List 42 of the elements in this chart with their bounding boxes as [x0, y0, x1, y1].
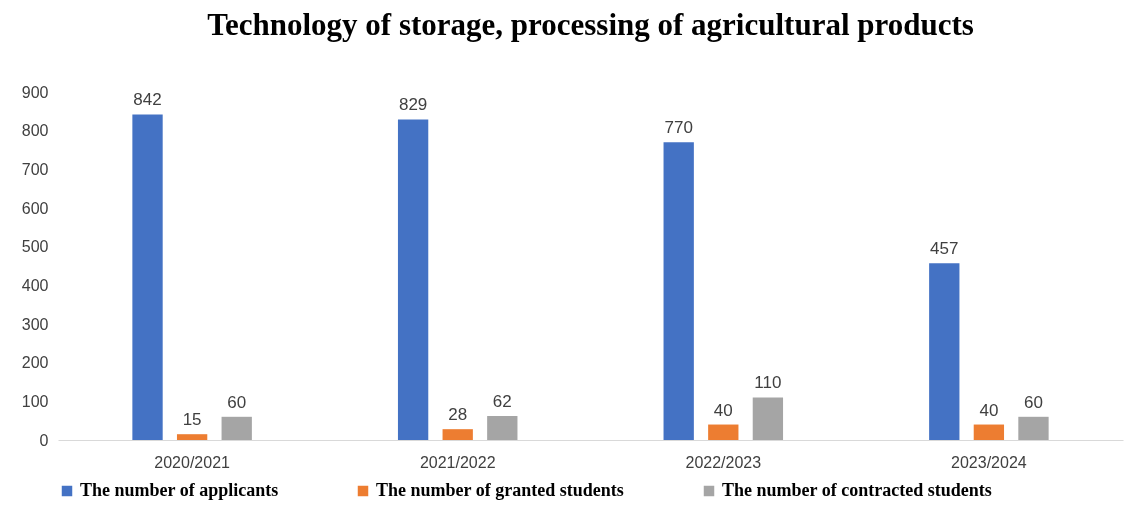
y-tick-label: 0 [39, 431, 49, 449]
data-label: 62 [492, 392, 512, 412]
y-tick-label: 500 [21, 238, 49, 256]
bar [132, 114, 163, 440]
bar [487, 416, 518, 440]
y-tick-label: 700 [21, 160, 49, 178]
legend-label: The number of contracted students [722, 480, 992, 500]
chart-title: Technology of storage, processing of agricultural products [207, 7, 974, 42]
y-tick-label: 600 [21, 199, 49, 217]
data-label: 40 [713, 400, 733, 420]
y-tick-label: 900 [21, 83, 49, 101]
bar [929, 263, 960, 440]
y-tick-label: 100 [21, 392, 49, 410]
y-tick-label: 300 [21, 315, 49, 333]
y-tick-label: 400 [21, 276, 49, 294]
bar [708, 424, 739, 440]
bar [397, 119, 429, 440]
data-label: 60 [1024, 392, 1043, 412]
data-label: 15 [182, 410, 202, 430]
legend-label: The number of granted students [376, 480, 624, 500]
data-label: 110 [754, 373, 782, 393]
legend-label: The number of applicants [80, 480, 279, 500]
data-label: 457 [930, 239, 959, 259]
data-label: 770 [664, 118, 693, 138]
data-label: 28 [448, 405, 468, 425]
x-tick-label: 2023/2024 [951, 453, 1027, 471]
bar [221, 416, 252, 440]
data-label: 60 [227, 392, 247, 412]
x-tick-label: 2020/2021 [154, 453, 231, 471]
data-label: 842 [133, 90, 162, 110]
bar [442, 429, 473, 440]
bar [663, 142, 694, 440]
x-tick-label: 2022/2023 [685, 453, 762, 471]
y-tick-label: 200 [21, 354, 49, 372]
data-label: 829 [398, 95, 428, 115]
bar [1018, 416, 1049, 440]
bar [752, 397, 784, 440]
x-tick-label: 2021/2022 [419, 453, 496, 471]
bar [973, 424, 1005, 440]
bar [176, 434, 208, 440]
data-label: 40 [979, 400, 999, 420]
y-tick-label: 800 [21, 122, 49, 140]
